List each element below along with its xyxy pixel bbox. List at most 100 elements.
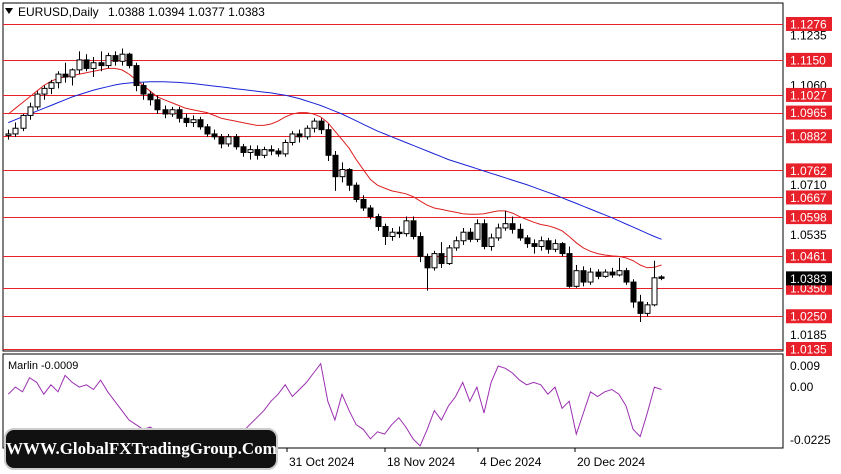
candle-body xyxy=(119,53,126,62)
candle-body xyxy=(332,154,339,178)
candle-body xyxy=(211,133,218,138)
price-tick-label: 1.0185 xyxy=(790,328,827,342)
level-label-bg xyxy=(786,87,832,102)
candle-body xyxy=(105,55,112,67)
candle-body xyxy=(346,169,353,186)
candle-body xyxy=(41,87,48,95)
candle-body xyxy=(5,133,12,136)
level-label: 1.1276 xyxy=(790,18,827,32)
candle-body xyxy=(552,243,559,250)
candle-body xyxy=(446,247,453,265)
candle-body xyxy=(488,237,495,247)
candle-body xyxy=(375,216,382,228)
level-label: 1.0965 xyxy=(790,106,827,120)
collapse-triangle-icon[interactable] xyxy=(5,8,13,14)
candle-body xyxy=(126,53,133,67)
level-label-bg xyxy=(786,342,832,356)
time-axis: 31 Oct 2024 18 Nov 2024 4 Dec 2024 20 Dec 2… xyxy=(286,448,645,469)
candle-body xyxy=(162,109,169,115)
level-label: 1.1150 xyxy=(790,53,826,67)
candle-body xyxy=(524,237,531,245)
candle-body xyxy=(296,133,303,138)
level-label: 1.0461 xyxy=(790,250,827,264)
candle-body xyxy=(261,149,268,156)
ma-slow-path xyxy=(8,81,662,240)
candle-body xyxy=(133,65,140,87)
candle-body xyxy=(268,149,275,152)
candle-body xyxy=(275,150,282,155)
candle-body xyxy=(169,109,176,115)
time-tick-label: 20 Dec 2024 xyxy=(577,455,645,469)
horizontal-levels xyxy=(3,24,783,350)
candle-body xyxy=(389,231,396,237)
level-label: 1.0762 xyxy=(790,164,827,178)
ma-fast-line xyxy=(7,67,662,269)
candle-body xyxy=(396,231,403,235)
candle-body xyxy=(282,141,289,155)
candle-body xyxy=(76,59,83,71)
level-label: 1.0250 xyxy=(790,310,827,324)
candle-body xyxy=(474,223,481,240)
candle-body xyxy=(403,220,410,235)
candle-body xyxy=(495,227,502,239)
candle-body xyxy=(218,136,225,145)
ohlc-values: 1.0388 1.0394 1.0377 1.0383 xyxy=(108,5,265,19)
candle-body xyxy=(531,243,538,247)
candle-body xyxy=(658,276,665,279)
level-label-bg xyxy=(786,129,832,144)
candle-body xyxy=(559,243,566,255)
osc-tick-label: 0.00 xyxy=(790,380,814,394)
candle-body xyxy=(438,253,445,265)
candle-body xyxy=(48,82,55,89)
candle-body xyxy=(431,253,438,269)
candle-body xyxy=(630,281,637,303)
candle-body xyxy=(34,93,41,108)
candle-body xyxy=(339,169,346,178)
candle-body xyxy=(112,55,119,62)
level-label: 1.0882 xyxy=(790,130,827,144)
candle-body xyxy=(190,119,197,124)
candle-body xyxy=(98,62,105,67)
osc-tick-label: -0.0225 xyxy=(790,433,831,447)
candle-body xyxy=(545,240,552,250)
candle-body xyxy=(240,146,247,153)
candle-body xyxy=(566,253,573,287)
candle-body xyxy=(602,271,609,277)
marlin-path xyxy=(7,362,662,447)
candle-body xyxy=(247,149,254,153)
level-label-bg xyxy=(786,249,832,264)
candle-body xyxy=(460,231,467,242)
level-label-bg xyxy=(786,17,832,31)
candles xyxy=(5,48,665,322)
candle-body xyxy=(83,59,90,69)
candle-body xyxy=(140,85,147,95)
candle-body xyxy=(311,120,318,129)
ma-slow-line xyxy=(8,81,662,240)
candle-body xyxy=(289,133,296,143)
candle-body xyxy=(573,270,580,287)
candle-body xyxy=(154,99,161,111)
symbol-timeframe: EURUSD,Daily xyxy=(18,5,99,19)
level-label-bg xyxy=(786,190,832,205)
candle-body xyxy=(424,255,431,269)
level-label: 1.0598 xyxy=(790,211,827,225)
candle-body xyxy=(69,69,76,78)
candle-body xyxy=(644,304,651,314)
level-label: 1.0667 xyxy=(790,191,827,205)
current-price-bg xyxy=(786,271,832,286)
candle-body xyxy=(304,127,311,138)
chart-title: EURUSD,Daily 1.0388 1.0394 1.0377 1.0383 xyxy=(18,5,265,19)
candle-body xyxy=(453,240,460,249)
candle-body xyxy=(176,109,183,119)
watermark-logo: WWW.GlobalFXTradingGroup.Com xyxy=(4,428,278,470)
candle-body xyxy=(20,114,27,129)
candle-body xyxy=(233,136,240,148)
osc-tick-label: 0.009 xyxy=(790,359,820,373)
candle-body xyxy=(55,73,62,84)
candle-body xyxy=(12,127,19,135)
candle-body xyxy=(147,93,154,101)
candle-body xyxy=(183,117,190,124)
ma-fast-path xyxy=(7,67,662,269)
candle-body xyxy=(481,223,488,247)
